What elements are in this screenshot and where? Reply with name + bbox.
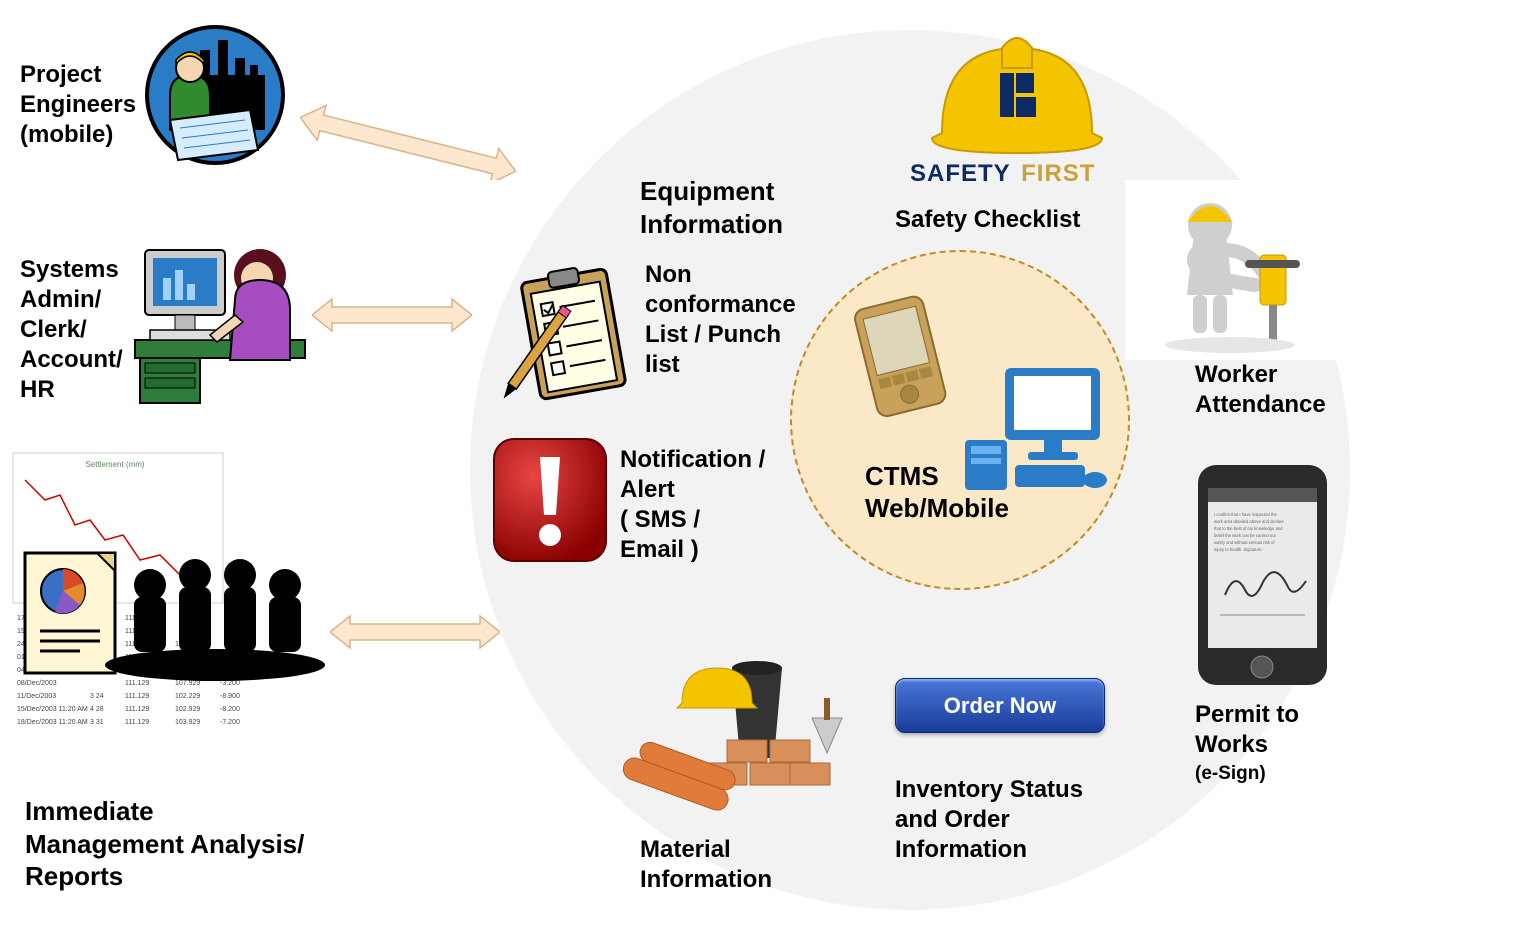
svg-text:11/Dec/2003: 11/Dec/2003: [17, 693, 56, 700]
svg-text:belief the work can be carried: belief the work can be carried out: [1214, 533, 1277, 538]
material-info-label: Material Information: [640, 835, 772, 895]
pda-icon: [838, 290, 958, 435]
clipboard-icon: [493, 258, 643, 423]
svg-text:111.129: 111.129: [125, 693, 149, 700]
svg-text:102.229: 102.229: [175, 693, 200, 700]
ctms-label-2: Web/Mobile: [865, 492, 1009, 525]
nonconformance-label: Non conformance List / Punch list: [645, 260, 796, 380]
arrow-engineers: [300, 80, 550, 180]
svg-text:Settlement (mm): Settlement (mm): [85, 460, 144, 469]
svg-text:111.129: 111.129: [125, 680, 149, 687]
mgmt-reports-label: Immediate Management Analysis/ Reports: [25, 795, 304, 893]
svg-text:work area detailed above and d: work area detailed above and declare: [1214, 519, 1285, 524]
svg-text:-3.200: -3.200: [220, 680, 240, 687]
svg-text:111.129: 111.129: [125, 719, 149, 726]
svg-text:-8.900: -8.900: [220, 693, 240, 700]
safety-first-text: SAFETY FIRST: [910, 160, 1095, 188]
inventory-status-label: Inventory Status and Order Information: [895, 775, 1083, 865]
safety-checklist-label: Safety Checklist: [895, 205, 1080, 235]
svg-text:18/Dec/2003 11:20 AM: 18/Dec/2003 11:20 AM: [17, 719, 88, 726]
hardhat-icon: [922, 18, 1112, 173]
svg-text:111.129: 111.129: [125, 706, 149, 713]
svg-text:injury to health. Signature:: injury to health. Signature:: [1214, 547, 1263, 552]
worker-icon: [1125, 180, 1355, 365]
svg-text:-7.200: -7.200: [220, 719, 240, 726]
arrow-admin: [312, 285, 472, 345]
svg-text:that to the best of my knowled: that to the best of my knowledge and: [1214, 526, 1283, 531]
svg-text:safely and without serious ris: safely and without serious risk of: [1214, 540, 1275, 545]
svg-text:3 31: 3 31: [90, 719, 104, 726]
permit-to-works-sublabel: (e-Sign): [1195, 762, 1266, 786]
svg-text:-8.200: -8.200: [220, 706, 240, 713]
systems-admin-label: Systems Admin/ Clerk/ Account/ HR: [20, 255, 123, 405]
arrow-reports: [330, 602, 500, 662]
mgmt-reports-icon: Settlement (mm) 17/Nov/2003111.129 19/No…: [5, 445, 335, 790]
svg-text:107.929: 107.929: [175, 680, 200, 687]
equipment-info-label: Equipment Information: [640, 175, 783, 240]
svg-text:103.929: 103.929: [175, 719, 200, 726]
computer-icon: [960, 360, 1110, 505]
svg-text:102.929: 102.929: [175, 706, 200, 713]
project-engineers-label: Project Engineers (mobile): [20, 60, 136, 150]
svg-text:I confirm that I have inspecte: I confirm that I have inspected the: [1214, 512, 1278, 517]
permit-to-works-label: Permit to Works: [1195, 700, 1299, 760]
order-now-button[interactable]: Order Now: [895, 678, 1105, 733]
notification-label: Notification / Alert ( SMS / Email ): [620, 445, 765, 565]
materials-icon: [612, 648, 852, 833]
alert-icon: [490, 435, 610, 570]
systems-admin-icon: [125, 220, 315, 415]
phone-icon: I confirm that I have inspected the work…: [1190, 460, 1335, 695]
ctms-label-1: CTMS: [865, 460, 939, 493]
svg-text:15/Dec/2003 11:20 AM: 15/Dec/2003 11:20 AM: [17, 706, 88, 713]
project-engineers-icon: [140, 20, 290, 175]
svg-text:4 28: 4 28: [90, 706, 104, 713]
svg-text:08/Dec/2003: 08/Dec/2003: [17, 680, 57, 687]
worker-attendance-label: Worker Attendance: [1195, 360, 1326, 420]
svg-text:3 24: 3 24: [90, 693, 104, 700]
